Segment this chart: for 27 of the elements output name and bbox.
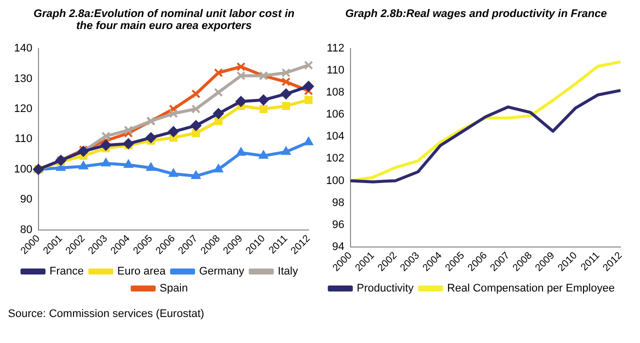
y-tick-label: 98 — [332, 196, 344, 209]
y-tick-label: 110 — [326, 64, 344, 77]
chart-title: Graph 2.8b:Real wages and productivity in France — [344, 8, 608, 22]
y-tick-label: 100 — [326, 174, 344, 187]
y-tick-label: 112 — [326, 42, 344, 55]
y-tick-label: 102 — [326, 152, 344, 165]
source-note: Source: Commission services (Eurostat) — [8, 308, 206, 320]
legend-label: Italy — [278, 266, 298, 278]
y-tick-label: 90 — [20, 194, 32, 206]
legend-label: Spain — [160, 282, 188, 295]
y-tick-label: 96 — [332, 218, 344, 231]
y-tick-label: 106 — [326, 108, 344, 121]
y-tick-label: 104 — [326, 130, 344, 143]
y-tick-label: 108 — [326, 86, 344, 99]
y-tick-label: 110 — [14, 133, 32, 146]
legend-label: Productivity — [356, 282, 414, 295]
y-tick-label: 130 — [14, 72, 32, 85]
legend-label: France — [50, 266, 84, 278]
legend-label: Real Compensation per Employee — [447, 282, 615, 295]
chart-title: Graph 2.8a:Evolution of nominal unit labor cost in the four main euro area exporters — [32, 8, 296, 34]
legend-label: Euro area — [117, 266, 166, 278]
y-tick-label: 100 — [14, 163, 32, 176]
y-tick-label: 140 — [14, 42, 32, 55]
y-tick-label: 94 — [332, 240, 344, 253]
legend-label: Germany — [199, 266, 245, 278]
y-tick-label: 80 — [20, 224, 32, 236]
y-tick-label: 120 — [14, 103, 32, 116]
